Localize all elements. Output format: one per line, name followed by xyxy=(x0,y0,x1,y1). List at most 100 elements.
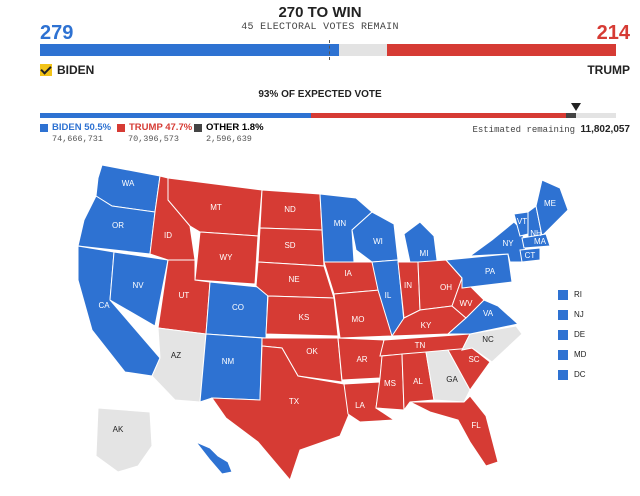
state-label-tx: TX xyxy=(289,397,300,406)
state-nv[interactable] xyxy=(109,251,169,327)
state-label-il: IL xyxy=(385,291,392,300)
state-ga[interactable] xyxy=(425,349,471,403)
state-tx[interactable] xyxy=(211,345,351,482)
state-label-me: ME xyxy=(544,199,556,208)
state-label-co: CO xyxy=(232,303,244,312)
state-label-wv: WV xyxy=(460,299,474,308)
state-label-ak: AK xyxy=(113,425,124,434)
state-az[interactable] xyxy=(151,327,207,403)
state-label-ct: CT xyxy=(525,251,536,260)
us-results-map: WA OR CA NV ID MT WY UT AZ CO NM ND SD N… xyxy=(77,164,569,482)
other-legend: OTHER 1.8% xyxy=(194,122,264,133)
state-label-ar: AR xyxy=(356,355,367,364)
state-label-ne: NE xyxy=(288,275,299,284)
small-state-label: DE xyxy=(574,330,586,340)
other-swatch xyxy=(194,123,202,132)
state-wv[interactable] xyxy=(451,277,485,319)
state-label-nd: ND xyxy=(284,205,296,214)
small-state-swatch xyxy=(558,309,568,320)
state-nm[interactable] xyxy=(199,333,263,403)
trump-electoral-count: 214 xyxy=(596,22,630,44)
state-ms[interactable] xyxy=(375,353,405,411)
trump-legend-label: TRUMP 47.7% xyxy=(129,122,193,133)
expected-vote-marker-icon xyxy=(570,103,581,111)
biden-electoral-fill xyxy=(40,44,339,56)
remaining-value: 11,802,057 xyxy=(580,124,631,135)
state-label-nh: NH xyxy=(530,229,542,238)
other-vote-fill xyxy=(566,113,576,118)
state-label-ut: UT xyxy=(179,291,190,300)
state-label-mi: MI xyxy=(420,249,429,258)
popular-vote-bar xyxy=(40,113,616,118)
small-state-swatch xyxy=(558,369,568,380)
expected-vote-title: 93% OF EXPECTED VOTE xyxy=(258,89,382,100)
votes-remaining-subtitle: 45 ELECTORAL VOTES REMAIN xyxy=(241,22,399,33)
state-label-nv: NV xyxy=(132,281,144,290)
state-label-la: LA xyxy=(355,401,365,410)
trump-name: TRUMP xyxy=(587,63,630,77)
state-label-mn: MN xyxy=(334,219,347,228)
remaining-label: Estimated remaining xyxy=(472,125,576,135)
biden-electoral-count: 279 xyxy=(40,22,74,44)
state-label-pa: PA xyxy=(485,267,496,276)
state-label-ok: OK xyxy=(306,347,318,356)
trump-vote-count: 70,396,573 xyxy=(128,134,180,144)
win-threshold-marker xyxy=(329,40,331,60)
trump-vote-fill xyxy=(310,113,567,118)
state-ct[interactable] xyxy=(519,247,541,263)
page-title: 270 TO WIN xyxy=(278,4,362,21)
state-label-or: OR xyxy=(112,221,124,230)
state-ks[interactable] xyxy=(265,295,339,337)
estimated-remaining: Estimated remaining 11,802,057 xyxy=(472,124,630,135)
state-ia[interactable] xyxy=(323,261,381,295)
state-label-fl: FL xyxy=(471,421,481,430)
state-label-wa: WA xyxy=(122,179,135,188)
small-state-label: DC xyxy=(574,370,586,380)
state-label-wi: WI xyxy=(373,237,383,246)
state-label-wy: WY xyxy=(220,253,234,262)
state-ma[interactable] xyxy=(521,233,551,249)
trump-electoral-fill xyxy=(386,44,616,56)
state-label-mt: MT xyxy=(210,203,222,212)
trump-swatch xyxy=(117,123,125,132)
biden-name: BIDEN xyxy=(57,63,95,77)
small-state-label: NJ xyxy=(574,310,584,320)
small-state-de[interactable]: DE xyxy=(558,326,585,344)
state-label-al: AL xyxy=(413,377,423,386)
state-label-ms: MS xyxy=(384,379,396,388)
electoral-progress-bar xyxy=(40,40,616,60)
small-state-label: MD xyxy=(574,350,587,360)
state-label-vt: VT xyxy=(517,217,527,226)
other-vote-count: 2,596,639 xyxy=(206,134,252,144)
small-state-swatch xyxy=(558,289,568,300)
state-label-az: AZ xyxy=(171,351,181,360)
check-icon xyxy=(40,64,52,76)
state-label-ca: CA xyxy=(98,301,110,310)
biden-legend-label: BIDEN 50.5% xyxy=(52,122,112,133)
biden-vote-fill xyxy=(40,113,311,118)
state-wy[interactable] xyxy=(194,231,259,285)
small-state-label: RI xyxy=(574,290,582,300)
state-label-sc: SC xyxy=(468,355,479,364)
biden-vote-count: 74,666,731 xyxy=(52,134,104,144)
other-legend-label: OTHER 1.8% xyxy=(206,122,264,133)
small-state-dc[interactable]: DC xyxy=(558,366,586,384)
state-label-oh: OH xyxy=(440,283,452,292)
state-label-ks: KS xyxy=(299,313,310,322)
state-label-ma: MA xyxy=(534,237,547,246)
state-fl[interactable] xyxy=(409,395,499,467)
small-state-nj[interactable]: NJ xyxy=(558,306,584,324)
small-state-ri[interactable]: RI xyxy=(558,286,582,304)
state-label-ny: NY xyxy=(502,239,514,248)
state-label-id: ID xyxy=(164,231,172,240)
state-label-ky: KY xyxy=(421,321,432,330)
state-al[interactable] xyxy=(401,351,435,412)
small-state-md[interactable]: MD xyxy=(558,346,586,364)
state-label-sd: SD xyxy=(284,241,295,250)
biden-swatch xyxy=(40,123,48,132)
small-state-swatch xyxy=(558,349,568,360)
state-hi[interactable] xyxy=(195,441,233,475)
biden-name-row: BIDEN xyxy=(40,63,94,77)
state-label-ia: IA xyxy=(344,269,352,278)
state-ak[interactable] xyxy=(95,407,153,473)
